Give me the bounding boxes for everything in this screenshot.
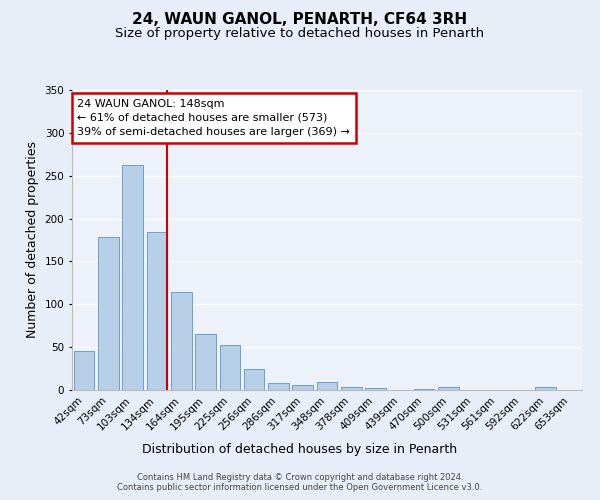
Bar — [341, 386, 362, 390]
Bar — [220, 346, 240, 390]
Text: Contains HM Land Registry data © Crown copyright and database right 2024.: Contains HM Land Registry data © Crown c… — [137, 472, 463, 482]
Bar — [438, 388, 459, 390]
Bar — [171, 292, 191, 390]
Bar — [535, 388, 556, 390]
Bar — [414, 389, 434, 390]
Bar — [365, 388, 386, 390]
Bar — [122, 166, 143, 390]
Text: 24, WAUN GANOL, PENARTH, CF64 3RH: 24, WAUN GANOL, PENARTH, CF64 3RH — [133, 12, 467, 28]
Bar — [195, 334, 216, 390]
Bar — [268, 383, 289, 390]
Bar — [146, 232, 167, 390]
Y-axis label: Number of detached properties: Number of detached properties — [26, 142, 39, 338]
Text: Distribution of detached houses by size in Penarth: Distribution of detached houses by size … — [142, 442, 458, 456]
Bar — [317, 382, 337, 390]
Text: 24 WAUN GANOL: 148sqm
← 61% of detached houses are smaller (573)
39% of semi-det: 24 WAUN GANOL: 148sqm ← 61% of detached … — [77, 99, 350, 137]
Text: Size of property relative to detached houses in Penarth: Size of property relative to detached ho… — [115, 28, 485, 40]
Bar — [292, 385, 313, 390]
Bar — [244, 368, 265, 390]
Bar — [98, 238, 119, 390]
Bar — [74, 352, 94, 390]
Text: Contains public sector information licensed under the Open Government Licence v3: Contains public sector information licen… — [118, 482, 482, 492]
